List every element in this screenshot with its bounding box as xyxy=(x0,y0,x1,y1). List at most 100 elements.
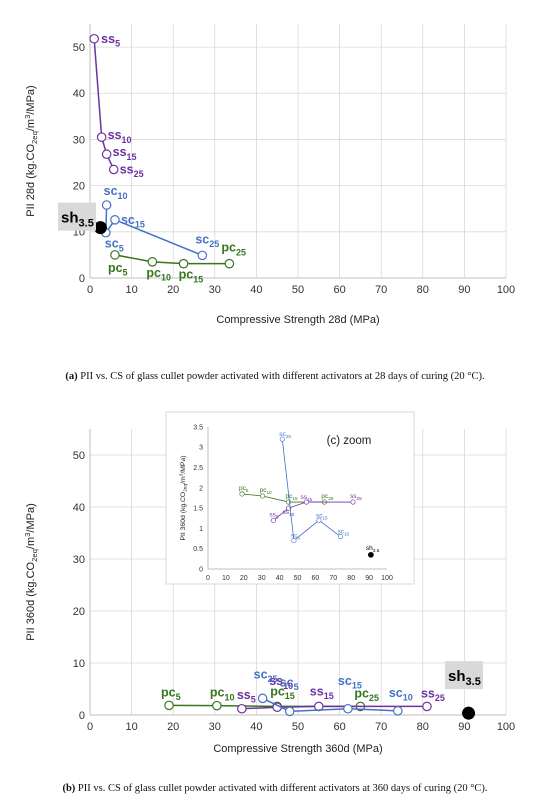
y-tick-label: 3.5 xyxy=(193,424,203,431)
ss-series-line xyxy=(273,501,353,521)
sc-point xyxy=(393,706,403,716)
x-tick-label: 60 xyxy=(312,575,320,582)
ss-point-label: ss25 xyxy=(350,493,362,501)
y-tick-label: 1.5 xyxy=(193,506,203,513)
ss-point-label: ss5 xyxy=(237,688,256,705)
pc-point xyxy=(110,250,120,260)
y-axis-title: PII 360d (kg.CO2eq/m3/MPa) xyxy=(23,503,39,641)
ss-point xyxy=(89,33,99,44)
x-tick-label: 80 xyxy=(417,721,429,733)
x-tick-label: 90 xyxy=(365,575,373,582)
pc-point-label: pc5 xyxy=(161,685,181,702)
sc-point-label: sc25 xyxy=(254,667,278,684)
y-axis-title: PII 360d (kg.CO2eq/m3/MPa) xyxy=(179,455,189,540)
sh-label: sh3.5 xyxy=(366,545,380,554)
chart-a: 0 10 20 30 40 50 60 70 80 90 10001020304050Compres… xyxy=(23,24,515,326)
ss-point xyxy=(422,701,432,712)
sc-series-line xyxy=(281,439,341,542)
sc-point xyxy=(257,693,268,704)
sc-point-label: sc5 xyxy=(291,533,301,541)
sc-point-label: sc15 xyxy=(316,512,328,520)
pc-point xyxy=(147,257,158,267)
sh-label-box xyxy=(58,202,96,231)
x-tick-label: 20 xyxy=(167,284,179,296)
sc-point-label: sc10 xyxy=(337,529,349,537)
caption-a-text: PII vs. CS of glass cullet powder activa… xyxy=(80,371,485,382)
y-tick-label: 2.5 xyxy=(193,465,203,472)
sh-point xyxy=(368,551,374,558)
sh-label-box xyxy=(445,661,483,690)
ss-point xyxy=(96,132,107,142)
pc-point-label: pc25 xyxy=(321,493,333,501)
caption-b-tag: (b) xyxy=(62,783,76,794)
ss-series-line xyxy=(93,38,115,170)
x-tick-label: 20 xyxy=(167,721,179,733)
chart-b: 0 10 20 30 40 50 60 70 80 90 10001020304050Compres… xyxy=(23,429,515,755)
sc-point xyxy=(110,215,120,225)
ss-point xyxy=(101,149,112,160)
sc-point xyxy=(337,534,343,540)
x-axis-title: Compressive Strength 360d (MPa) xyxy=(213,743,382,755)
sc-point xyxy=(291,538,297,544)
x-tick-label: 60 xyxy=(333,284,345,296)
sc-point xyxy=(101,200,112,210)
ss-point xyxy=(237,703,247,714)
sc-point-label: sc10 xyxy=(104,184,128,201)
y-tick-label: 20 xyxy=(73,606,85,618)
x-tick-label: 0 xyxy=(87,721,93,733)
y-tick-label: 3 xyxy=(199,445,203,452)
ss-point xyxy=(270,517,276,523)
x-tick-label: 10 xyxy=(125,284,137,296)
x-tick-label: 50 xyxy=(294,575,302,582)
x-tick-label: 100 xyxy=(497,721,515,733)
x-tick-label: 0 xyxy=(206,575,210,582)
x-tick-label: 30 xyxy=(258,575,266,582)
sc-point-label: sc5 xyxy=(280,675,299,692)
x-tick-label: 90 xyxy=(458,284,470,296)
y-tick-label: 0 xyxy=(79,710,85,722)
pc-point xyxy=(260,493,266,499)
x-tick-label: 0 xyxy=(87,284,93,296)
x-tick-label: 40 xyxy=(250,721,262,733)
x-tick-label: 70 xyxy=(375,284,387,296)
ss-point-label: ss25 xyxy=(421,686,445,703)
y-tick-label: 0 xyxy=(199,566,203,573)
sc-series-line xyxy=(262,697,398,713)
sc-point-label: sc15 xyxy=(121,213,145,230)
x-tick-label: 100 xyxy=(497,284,515,296)
sc-point xyxy=(197,250,208,261)
pc-series-line xyxy=(114,254,230,265)
sc-point xyxy=(284,706,295,717)
x-tick-label: 100 xyxy=(381,575,393,582)
y-tick-label: 0 xyxy=(79,273,85,285)
caption-a-tag: (a) xyxy=(65,371,78,382)
sc-point xyxy=(279,436,285,442)
y-axis-title: PII 28d (kg.CO2eq/m3/MPa) xyxy=(23,85,39,216)
sh-label: sh3.5 xyxy=(61,210,94,230)
x-tick-label: 40 xyxy=(250,284,262,296)
ss-point xyxy=(286,505,292,511)
chart-c-zoom: 0 10 20 30 40 50 60 70 80 90 100 0 0.5 1 1.5 2 2.5 3 3.5 PI… xyxy=(165,411,415,585)
x-tick-label: 30 xyxy=(209,721,221,733)
x-tick-label: 50 xyxy=(292,721,304,733)
y-tick-label: 50 xyxy=(73,42,85,54)
sc-point xyxy=(343,703,353,714)
ss-point-label: ss10 xyxy=(269,674,293,691)
x-tick-label: 40 xyxy=(276,575,284,582)
sc-point-label: sc25 xyxy=(195,232,219,249)
pc-point xyxy=(212,700,222,711)
y-tick-label: 1 xyxy=(199,526,203,533)
pc-point xyxy=(239,491,245,497)
y-tick-label: 30 xyxy=(73,554,85,566)
x-tick-label: 10 xyxy=(222,575,230,582)
x-tick-label: 90 xyxy=(458,721,470,733)
pc-point xyxy=(286,499,292,505)
pc-point-label: pc15 xyxy=(179,268,204,285)
y-tick-label: 50 xyxy=(73,450,85,462)
sh-point xyxy=(462,706,476,720)
x-axis-title: Compressive Strength 28d (MPa) xyxy=(216,314,379,326)
pc-point-label: pc15 xyxy=(286,493,298,501)
ss-point-label: ss15 xyxy=(310,684,334,701)
pc-point-label: pc10 xyxy=(146,266,171,283)
sc-point-label: sc10 xyxy=(389,686,413,703)
